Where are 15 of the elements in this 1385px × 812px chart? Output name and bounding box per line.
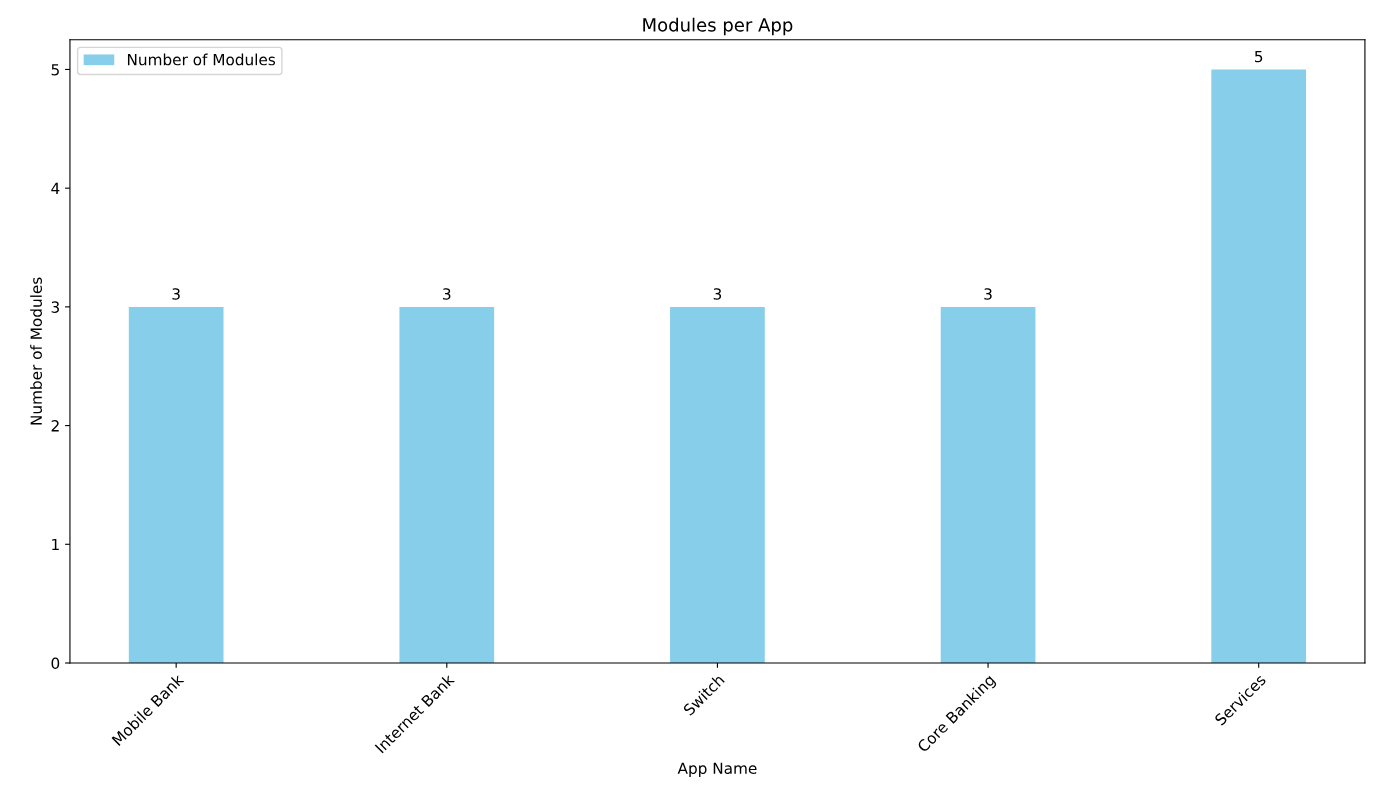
chart-title: Modules per App bbox=[643, 17, 793, 36]
y-tick-label: 4 bbox=[51, 182, 60, 194]
y-tick-label: 5 bbox=[51, 64, 59, 76]
y-tick-label: 3 bbox=[51, 301, 59, 313]
y-axis-title: Number of Modules bbox=[30, 277, 42, 425]
y-tick-label: 0 bbox=[51, 657, 60, 670]
data-label: 3 bbox=[443, 288, 451, 300]
y-tick-label: 2 bbox=[51, 420, 59, 432]
y-tick-label: 1 bbox=[52, 538, 59, 551]
data-label: 3 bbox=[984, 288, 992, 300]
legend-label: Number of Modules bbox=[127, 53, 276, 66]
x-axis-title: App Name bbox=[677, 762, 757, 777]
data-label: 3 bbox=[713, 288, 722, 300]
data-label: 5 bbox=[1255, 50, 1263, 63]
data-label: 3 bbox=[172, 288, 180, 300]
